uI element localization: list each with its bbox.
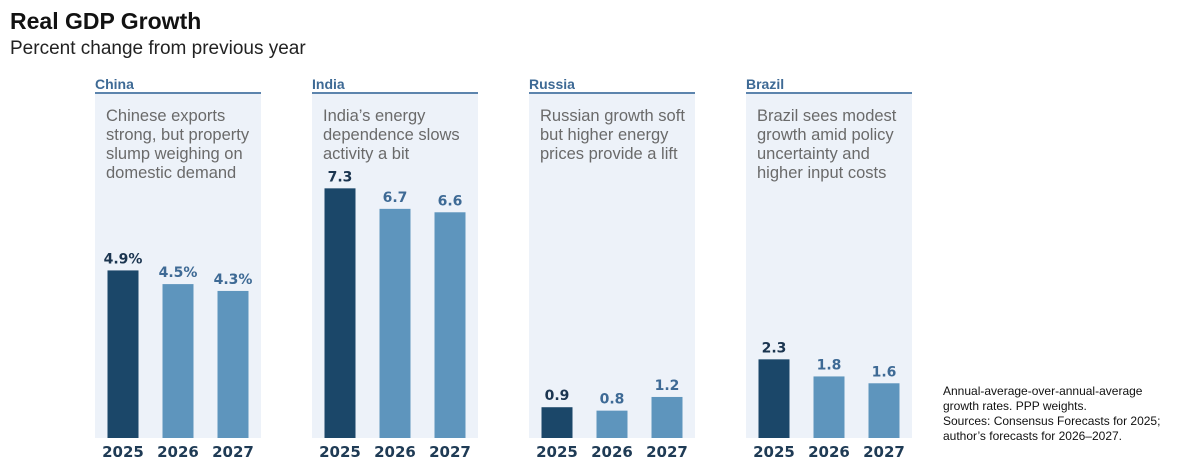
footnote-line: Sources: Consensus Forecasts for 2025;	[943, 414, 1161, 428]
panel-description-line: uncertainty and	[757, 145, 870, 163]
bar-russia-2027	[651, 396, 683, 438]
panel-description-line: dependence slows	[323, 126, 460, 144]
footnote-line: growth rates. PPP weights.	[943, 399, 1087, 413]
panel-description-line: strong, but property	[106, 126, 250, 144]
bar-brazil-2027	[868, 383, 900, 438]
data-label: 1.8	[817, 357, 842, 373]
x-tick-label: 2026	[808, 443, 850, 461]
bar-russia-2026	[596, 410, 628, 438]
x-tick-label: 2027	[429, 443, 471, 461]
x-tick-label: 2026	[591, 443, 633, 461]
footnote-line: author’s forecasts for 2026–2027.	[943, 429, 1123, 443]
panel-title-india: India	[312, 76, 345, 92]
x-tick-label: 2027	[646, 443, 688, 461]
bar-china-2025	[107, 270, 139, 438]
x-tick-label: 2026	[157, 443, 199, 461]
bar-russia-2025	[541, 407, 573, 438]
bar-india-2026	[379, 208, 411, 438]
panel-background-russia	[529, 93, 695, 438]
data-label: 0.9	[545, 388, 570, 404]
panel-description-line: India’s energy	[323, 107, 426, 125]
panel-description-line: Chinese exports	[106, 107, 225, 125]
x-tick-label: 2027	[863, 443, 905, 461]
data-label: 1.2	[655, 378, 680, 394]
footnote: Annual-average-over-annual-average growt…	[943, 384, 1195, 444]
data-label: 0.8	[600, 392, 625, 408]
panel-title-china: China	[95, 76, 134, 92]
panel-description-line: Russian growth soft	[540, 107, 685, 125]
data-label: 4.9%	[104, 251, 143, 267]
x-tick-label: 2027	[212, 443, 254, 461]
data-label: 6.6	[438, 193, 463, 209]
bar-china-2026	[162, 284, 194, 438]
bar-brazil-2025	[758, 359, 790, 438]
data-label: 2.3	[762, 340, 787, 356]
x-tick-label: 2026	[374, 443, 416, 461]
data-label: 4.5%	[159, 265, 198, 281]
panel-title-brazil: Brazil	[746, 76, 784, 92]
data-label: 6.7	[383, 190, 408, 206]
x-tick-label: 2025	[753, 443, 795, 461]
chart-title: Real GDP Growth	[10, 8, 202, 34]
footnote-line: Annual-average-over-annual-average	[943, 384, 1143, 398]
panel-description-line: domestic demand	[106, 164, 236, 182]
x-tick-label: 2025	[536, 443, 578, 461]
panel-description-line: activity a bit	[323, 145, 410, 163]
bar-india-2025	[324, 188, 356, 438]
panel-description-line: Brazil sees modest	[757, 107, 897, 125]
panel-description-line: growth amid policy	[757, 126, 894, 144]
bar-china-2027	[217, 290, 249, 438]
panel-description-line: higher input costs	[757, 164, 886, 182]
chart-subtitle: Percent change from previous year	[10, 38, 306, 59]
data-label: 7.3	[328, 169, 353, 185]
data-label: 4.3%	[214, 272, 253, 288]
x-tick-label: 2025	[319, 443, 361, 461]
panel-title-russia: Russia	[529, 76, 575, 92]
panel-description-line: but higher energy	[540, 126, 669, 144]
x-tick-label: 2025	[102, 443, 144, 461]
panel-description-line: slump weighing on	[106, 145, 243, 163]
data-label: 1.6	[872, 364, 897, 380]
bar-brazil-2026	[813, 376, 845, 438]
bar-india-2027	[434, 212, 466, 438]
panel-description-line: prices provide a lift	[540, 145, 678, 163]
